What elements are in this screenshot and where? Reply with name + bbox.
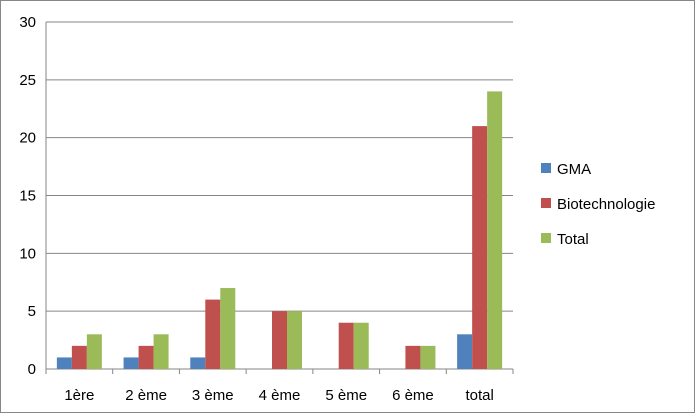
x-tick-label: 1ère bbox=[64, 387, 94, 404]
legend-label: Biotechnologie bbox=[557, 196, 655, 213]
bar-biotechnologie bbox=[272, 311, 287, 369]
bar-total bbox=[287, 311, 302, 369]
bar-biotechnologie bbox=[472, 126, 488, 369]
legend-label: GMA bbox=[557, 161, 591, 178]
x-tick-label: 4 ème bbox=[259, 387, 301, 404]
legend-swatch bbox=[541, 198, 551, 208]
bar-biotechnologie bbox=[71, 345, 87, 369]
x-tick-label: 5 ème bbox=[325, 387, 367, 404]
bar-gma bbox=[190, 357, 206, 369]
legend-swatch bbox=[541, 163, 551, 173]
bar-biotechnologie bbox=[138, 345, 154, 369]
y-tick-label: 10 bbox=[19, 245, 36, 262]
bar-total bbox=[420, 345, 436, 369]
bar-biotechnologie bbox=[405, 345, 421, 369]
legend-label: Total bbox=[557, 231, 589, 248]
y-tick-label: 15 bbox=[19, 188, 36, 205]
y-tick-label: 25 bbox=[19, 72, 36, 89]
bar-biotechnologie bbox=[338, 322, 354, 369]
bar-gma bbox=[457, 334, 473, 369]
x-tick-label: 2 ème bbox=[125, 387, 167, 404]
bar-total bbox=[153, 334, 169, 369]
bar-total bbox=[353, 322, 369, 369]
y-tick-label: 20 bbox=[19, 130, 36, 147]
y-tick-label: 0 bbox=[28, 361, 36, 378]
y-tick-label: 30 bbox=[19, 14, 36, 31]
x-tick-label: 3 ème bbox=[192, 387, 234, 404]
bar-total bbox=[220, 288, 236, 369]
bar-total bbox=[86, 334, 102, 369]
x-tick-label: 6 ème bbox=[392, 387, 434, 404]
bar-gma bbox=[123, 357, 139, 369]
legend-swatch bbox=[541, 233, 551, 243]
bar-biotechnologie bbox=[205, 299, 221, 369]
bar-total bbox=[487, 91, 503, 370]
y-tick-label: 5 bbox=[28, 303, 36, 320]
bar-gma bbox=[56, 357, 72, 369]
x-tick-label: total bbox=[465, 387, 493, 404]
